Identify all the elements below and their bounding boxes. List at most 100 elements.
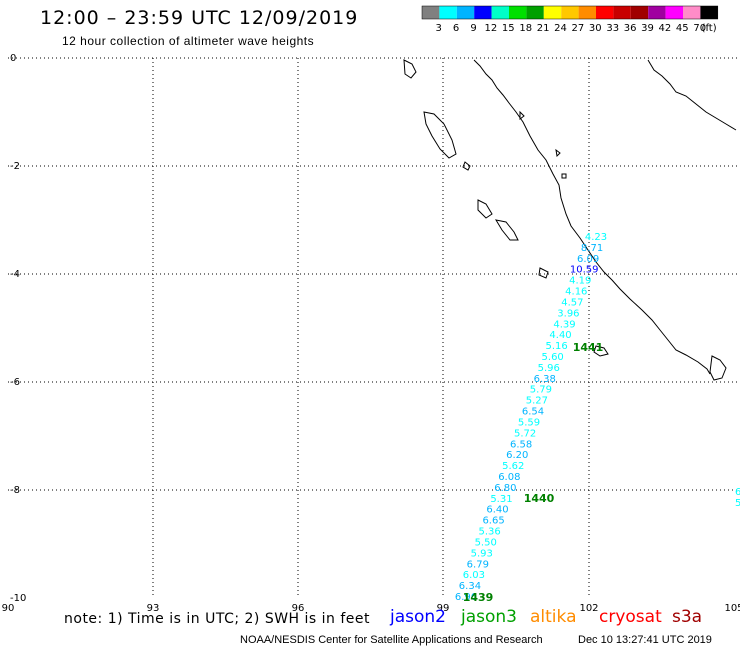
pass-time-label: 1441 [573,341,604,354]
legend-label: 27 [572,23,585,34]
island-siberut [477,199,493,219]
island-pagai [538,267,549,279]
wave-height-value: 6.79 [467,559,489,570]
island-sipora [494,219,519,241]
lon-tick-label: 102 [579,603,598,614]
java-coastline [709,355,727,381]
legend-swatch [561,6,579,19]
legend-label: 12 [485,23,498,34]
mission-jason2: jason2 [390,607,446,627]
wave-height-value: 4.23 [585,232,607,243]
lat-tick-label: -2 [10,161,20,172]
wave-height-value: 5.79 [530,385,552,396]
legend-label: 70 [693,23,706,34]
wave-height-value: 5.16 [545,341,567,352]
wave-height-value: 5.36 [479,527,501,538]
credit-text: NOAA/NESDIS Center for Satellite Applica… [240,634,543,646]
island-enggano [593,345,609,357]
lon-tick-label: 99 [437,603,450,614]
legend-label: 36 [624,23,637,34]
legend-label: 30 [589,23,602,34]
wave-height-value: 5.27 [526,396,548,407]
wave-height-value: 5.96 [538,363,560,374]
legend-label: 39 [641,23,654,34]
wave-height-value: 6.38 [534,374,556,385]
legend-swatch [613,6,631,19]
legend-swatch [439,6,457,19]
legend-label: 18 [519,23,532,34]
wave-height-value: 4.19 [569,276,591,287]
mission-altika: altika [530,607,577,627]
legend-label: 45 [676,23,689,34]
island-small-2 [519,110,525,120]
lat-tick-label: -10 [10,593,26,604]
wave-height-value: 6.96 [455,592,477,603]
legend-swatch [665,6,683,19]
wave-height-value: 6.65 [482,516,504,527]
wave-height-value: 5.72 [514,428,536,439]
mission-s3a: s3a [672,607,703,627]
wave-height-value: 5.60 [542,352,564,363]
legend-label: 33 [606,23,619,34]
map-title: 12:00 – 23:59 UTC 12/09/2019 [40,7,359,29]
legend-swatch [474,6,492,19]
map-subtitle: 12 hour collection of altimeter wave hei… [62,34,315,48]
legend-swatch [683,6,701,19]
edge-value: 5 [735,498,740,509]
wave-height-value: 6.34 [459,581,481,592]
legend-swatch [648,6,666,19]
wave-height-value: 6.40 [486,505,508,516]
lat-tick-label: 0 [10,53,16,64]
lon-tick-label: 93 [147,603,160,614]
malaya-coastline [647,59,737,131]
legend-label: 15 [502,23,515,34]
wave-height-value: 4.16 [565,287,587,298]
wave-height-value: 6.58 [510,439,532,450]
legend-label: 21 [537,23,550,34]
island-small-4 [561,173,567,179]
legend-swatch [422,6,440,19]
wave-height-value: 5.50 [475,537,497,548]
lat-tick-label: -6 [10,377,20,388]
wave-height-value: 4.57 [561,297,583,308]
legend-swatch [491,6,509,19]
wave-height-value: 6.20 [506,450,528,461]
legend-label: 3 [436,23,442,34]
wave-height-value: 8.71 [581,243,603,254]
legend-swatch [526,6,544,19]
legend-label: 42 [659,23,672,34]
map-note: note: 1) Time is in UTC; 2) SWH is in fe… [64,611,371,627]
lat-tick-label: -4 [10,269,20,280]
wave-height-value: 6.08 [498,472,520,483]
legend-swatch [578,6,596,19]
map-grid: 90 93 96 99 102 105 0 -2 -4 -6 -8 -10 [2,53,740,614]
pass-time-label: 1439 [463,591,494,604]
wave-height-value: 4.40 [549,330,571,341]
legend-label: 24 [554,23,567,34]
legend-swatch [630,6,649,19]
island-nias [423,111,457,159]
coastline [403,59,737,381]
sumatra-coastline [473,59,711,375]
legend-label: (ft) [702,23,717,34]
island-simeulue [403,59,417,79]
lon-tick-label: 96 [292,603,305,614]
legend-frame [421,5,719,20]
island-small-3 [555,148,561,158]
timestamp: Dec 10 13:27:41 UTC 2019 [578,634,712,646]
color-legend: 3 6 9 12 15 18 21 24 27 30 33 36 39 42 45 70(ft) [421,5,719,34]
legend-swatch [543,6,562,19]
island-small-1 [462,161,471,171]
lon-tick-label: 90 [2,603,15,614]
mission-jason3: jason3 [461,607,517,627]
legend-label: 6 [453,23,459,34]
wave-height-value: 10.59 [570,265,599,276]
mission-cryosat: cryosat [599,607,662,627]
wave-height-value: 6.09 [577,254,599,265]
legend-label: 9 [470,23,476,34]
legend-swatch [596,6,614,19]
wave-height-value: 5.93 [471,548,493,559]
legend-swatch [456,6,475,19]
wave-height-value: 3.96 [557,308,579,319]
